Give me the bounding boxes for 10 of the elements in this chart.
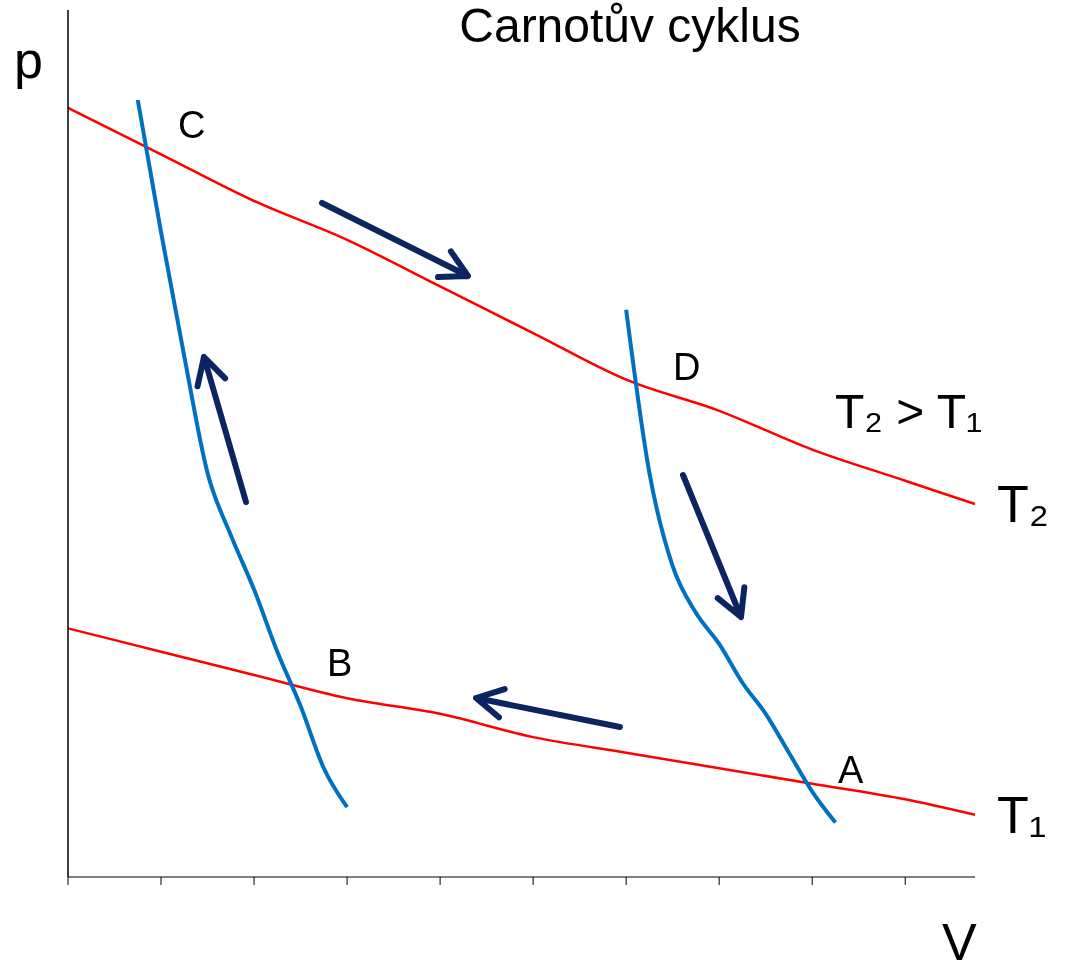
annotation: B [327,642,353,684]
series-label: T₂ [997,475,1049,534]
annotation: D [673,346,701,388]
annotation: T₂ > T₁ [835,385,983,438]
y-axis-title: p [14,31,43,89]
annotation: A [838,749,864,791]
annotation: C [178,104,206,146]
chart-title: Carnotův cyklus [459,0,801,52]
series-label: T₁ [997,785,1047,844]
x-axis-title: V [942,913,977,967]
